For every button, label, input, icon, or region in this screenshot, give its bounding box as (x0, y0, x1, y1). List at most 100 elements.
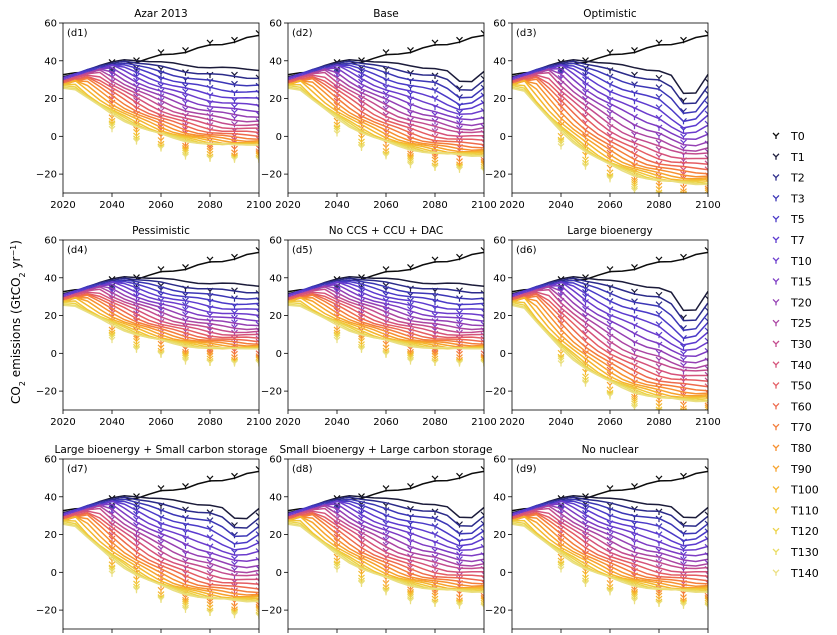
legend-marker (772, 153, 780, 160)
series-marker (680, 407, 687, 410)
series-line-T2 (288, 496, 484, 527)
y-tick-label: 40 (269, 56, 282, 67)
series-line-T70 (512, 78, 708, 175)
series-marker (631, 597, 638, 605)
series-marker (681, 194, 687, 200)
series-marker (382, 351, 390, 358)
y-tick-label: 20 (44, 311, 57, 322)
series-marker (255, 605, 259, 612)
y-tick-label: −20 (485, 387, 506, 398)
series-marker (680, 405, 687, 410)
legend-item-T7: T7 (772, 234, 805, 247)
series-marker (655, 600, 663, 607)
series-marker (255, 135, 259, 143)
series-marker (255, 356, 259, 364)
panel-title: No CCS + CCU + DAC (329, 225, 443, 237)
series-line-T60 (512, 76, 708, 171)
legend-marker (772, 278, 780, 285)
series-marker (231, 145, 238, 153)
series-marker (157, 586, 165, 594)
legend-item-T100: T100 (772, 484, 819, 497)
legend-marker (772, 236, 780, 243)
series-marker (480, 597, 484, 605)
series-line-T5 (288, 280, 484, 306)
series-marker (704, 596, 708, 603)
legend-label: T40 (790, 359, 812, 372)
series-marker (480, 302, 484, 310)
series-marker (255, 290, 259, 297)
series-marker (680, 36, 687, 44)
y-tick-label: 40 (493, 56, 506, 67)
y-tick-label: 0 (51, 132, 57, 143)
series-marker (431, 359, 439, 366)
series-marker (431, 475, 439, 482)
y-tick-label: 60 (44, 19, 57, 30)
series-marker (480, 314, 484, 322)
y-axis-label: CO2 emissions (GtCO2 yr−1) (9, 240, 27, 404)
series-line-T5 (512, 500, 708, 542)
series-line-T140 (512, 87, 708, 186)
series-marker (231, 602, 238, 610)
series-marker (206, 475, 214, 482)
series-marker (157, 344, 165, 351)
series-marker (480, 511, 484, 518)
series-marker (606, 175, 614, 183)
legend-label: T0 (790, 130, 805, 143)
y-tick-label: 40 (44, 492, 57, 503)
series-line-T80 (288, 80, 484, 151)
x-tick-label: 2040 (99, 200, 124, 211)
series-marker (255, 151, 259, 158)
series-marker (255, 150, 259, 157)
series-marker (480, 360, 484, 367)
series-marker (431, 600, 439, 607)
series-marker (255, 350, 259, 357)
series-marker (382, 143, 390, 151)
x-tick-label: 2060 (148, 200, 173, 211)
series-marker (333, 336, 341, 344)
series-marker (557, 143, 565, 150)
legend-label: T140 (790, 567, 819, 580)
series-marker (704, 559, 708, 567)
series-marker (255, 601, 259, 608)
series-marker (255, 606, 259, 614)
series-marker (480, 321, 484, 328)
series-line-T140 (63, 523, 259, 603)
series-marker (255, 353, 259, 360)
series-marker (255, 246, 259, 254)
y-tick-label: 20 (269, 311, 282, 322)
x-tick-label: 2040 (324, 200, 349, 211)
panel-title: Large bioenergy + Small carbon storage (55, 444, 268, 456)
legend: T0 T1 T2 T3 T5 T7 T10 T15 T20 T25 T30 T40 T50 T60 T70 T… (772, 130, 819, 580)
series-marker (480, 161, 484, 169)
series-marker (255, 539, 259, 546)
series-marker (606, 266, 614, 273)
series-marker (680, 472, 687, 480)
series-marker (480, 290, 484, 297)
series-line-T40 (63, 74, 259, 130)
series-line-T30 (63, 71, 259, 127)
series-line-T60 (288, 512, 484, 582)
series-line-T2 (512, 277, 708, 322)
panel-title: Azar 2013 (134, 8, 188, 20)
series-line-T30 (63, 288, 259, 334)
series-line-T2 (63, 496, 259, 529)
series-line-T80 (512, 516, 708, 587)
y-tick-label: 60 (269, 19, 282, 30)
plot-area (512, 465, 708, 610)
series-line-T3 (512, 62, 708, 115)
legend-item-T5: T5 (772, 213, 805, 226)
panel-id-label: (d7) (67, 464, 88, 475)
y-tick-label: 20 (44, 530, 57, 541)
series-line-T25 (288, 505, 484, 567)
series-line-T80 (288, 297, 484, 347)
series-line-T30 (288, 288, 484, 334)
series-marker (456, 360, 463, 367)
plot-area (288, 465, 484, 610)
series-marker (255, 609, 259, 616)
y-tick-label: 60 (493, 236, 506, 247)
series-marker (704, 520, 708, 528)
series-line-T70 (288, 294, 484, 346)
series-marker (480, 156, 484, 164)
